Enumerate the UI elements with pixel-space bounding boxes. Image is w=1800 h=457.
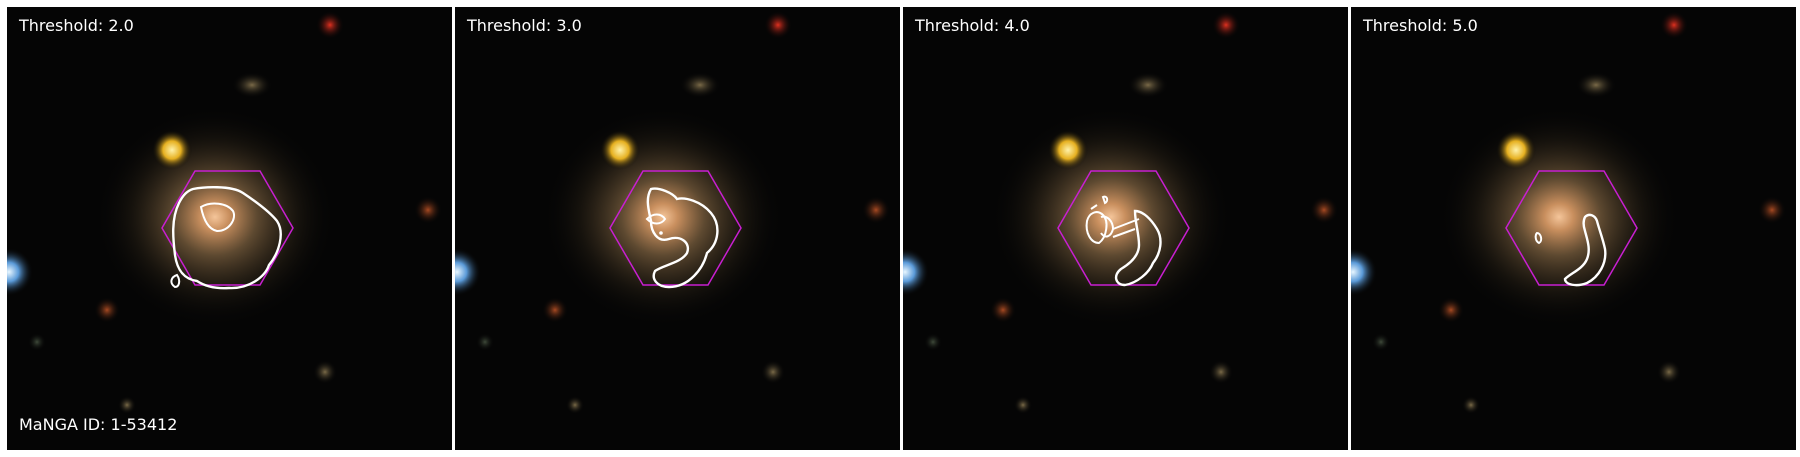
galaxy-image: [903, 7, 1348, 450]
star-orange: [862, 196, 890, 224]
contour: [1563, 213, 1607, 287]
panel-threshold-4: Threshold: 4.0: [903, 7, 1348, 450]
star-orange-2: [542, 297, 568, 323]
star-red: [1660, 11, 1688, 39]
faint-source: [1209, 360, 1233, 384]
star-yellow: [152, 130, 192, 170]
star-orange: [1310, 196, 1338, 224]
contour-fragment: [170, 273, 181, 289]
faint-source-2: [28, 333, 46, 351]
contour-fragment: [1534, 231, 1543, 245]
star-orange: [414, 196, 442, 224]
contour-bar-2: [1112, 228, 1136, 238]
galaxy-glow: [991, 107, 1231, 327]
threshold-label: Threshold: 3.0: [467, 16, 582, 35]
manga-id-label: MaNGA ID: 1-53412: [19, 415, 178, 434]
star-blue: [903, 248, 929, 296]
faint-source-3: [118, 396, 136, 414]
faint-source-3: [1462, 396, 1480, 414]
panel-threshold-2: Threshold: 2.0 MaNGA ID: 1-53412: [7, 7, 452, 450]
faint-source-3: [1014, 396, 1032, 414]
faint-source: [313, 360, 337, 384]
star-orange-2: [990, 297, 1016, 323]
star-blue: [7, 248, 33, 296]
faint-source: [761, 360, 785, 384]
faint-source-2: [1372, 333, 1390, 351]
faint-source-2: [476, 333, 494, 351]
threshold-label: Threshold: 4.0: [915, 16, 1030, 35]
ifu-hexagon: [1505, 170, 1638, 286]
galaxy-small: [680, 72, 720, 98]
star-blue: [1351, 248, 1377, 296]
star-orange-2: [1438, 297, 1464, 323]
contour: [172, 186, 282, 290]
star-orange: [1758, 196, 1786, 224]
contour-fragment-2: [1090, 204, 1098, 210]
galaxy-glow: [95, 107, 335, 327]
star-yellow: [600, 130, 640, 170]
faint-source-2: [924, 333, 942, 351]
panel-threshold-3: Threshold: 3.0: [455, 7, 900, 450]
ifu-hexagon: [1057, 170, 1190, 286]
galaxy-small: [1576, 72, 1616, 98]
ifu-hexagon: [609, 170, 742, 286]
contour-inner: [645, 213, 667, 225]
galaxy-image: [7, 7, 452, 450]
contour-bar: [1112, 218, 1140, 230]
star-yellow: [1048, 130, 1088, 170]
star-red: [764, 11, 792, 39]
galaxy-image: [455, 7, 900, 450]
galaxy-glow: [1439, 107, 1679, 327]
galaxy-small: [1128, 72, 1168, 98]
contour-inner: [199, 202, 235, 233]
galaxy-small: [232, 72, 272, 98]
faint-source: [1657, 360, 1681, 384]
contour-fragment: [1101, 195, 1109, 205]
threshold-label: Threshold: 5.0: [1363, 16, 1478, 35]
galaxy-image: [1351, 7, 1796, 450]
contour-dot: [659, 231, 663, 235]
ifu-hexagon: [161, 170, 294, 286]
star-blue: [455, 248, 481, 296]
star-yellow: [1496, 130, 1536, 170]
contour-inner: [1085, 211, 1108, 245]
contour: [1114, 209, 1162, 287]
threshold-label: Threshold: 2.0: [19, 16, 134, 35]
star-red: [316, 11, 344, 39]
star-orange-2: [94, 297, 120, 323]
panel-threshold-5: Threshold: 5.0: [1351, 7, 1796, 450]
star-red: [1212, 11, 1240, 39]
contour: [646, 187, 719, 289]
faint-source-3: [566, 396, 584, 414]
